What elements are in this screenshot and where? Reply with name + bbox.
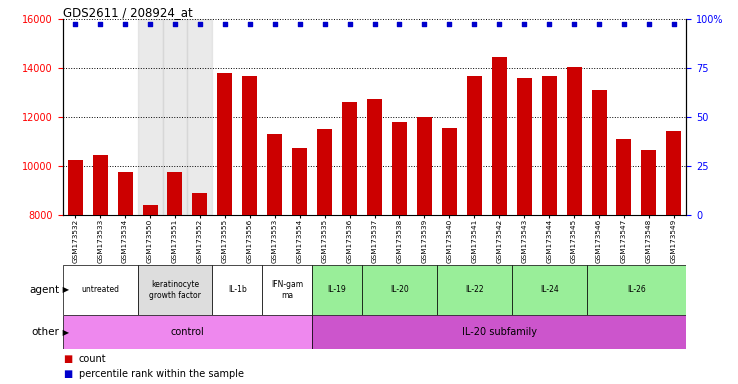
Bar (292, 148, 307, 384)
Point (219, 20, 231, 26)
Point (568, 20, 580, 26)
Bar (137, 19, 162, 215)
Point (294, 20, 306, 26)
Point (244, 20, 255, 26)
Text: agent: agent (29, 285, 59, 295)
Point (393, 20, 405, 26)
Bar (168, 172, 182, 384)
Bar (142, 205, 157, 384)
Bar (193, 193, 207, 384)
Point (194, 20, 206, 26)
Point (69, 20, 81, 26)
Point (593, 20, 605, 26)
Text: untreated: untreated (81, 285, 119, 295)
Text: other: other (31, 327, 59, 337)
Text: keratinocyte
growth factor: keratinocyte growth factor (149, 280, 201, 300)
Point (269, 20, 280, 26)
Bar (342, 103, 357, 384)
Bar (666, 131, 681, 384)
Bar (567, 67, 582, 384)
Text: control: control (170, 327, 204, 337)
Text: ▶: ▶ (60, 328, 69, 337)
Point (169, 20, 181, 26)
Bar (117, 172, 133, 384)
Point (469, 20, 480, 26)
Bar (517, 78, 531, 384)
Bar (312, 315, 686, 349)
Point (493, 20, 505, 26)
Point (643, 20, 655, 26)
Bar (312, 265, 362, 315)
Point (444, 20, 455, 26)
Point (543, 20, 555, 26)
Bar (437, 265, 511, 315)
Bar (262, 265, 312, 315)
Point (418, 20, 430, 26)
Bar (63, 265, 137, 315)
Bar (641, 150, 656, 384)
Point (144, 20, 156, 26)
Text: IL-1b: IL-1b (228, 285, 246, 295)
Bar (317, 129, 332, 384)
Bar (362, 265, 437, 315)
Point (518, 20, 530, 26)
Point (319, 20, 331, 26)
Bar (467, 76, 482, 384)
Text: GDS2611 / 208924_at: GDS2611 / 208924_at (63, 6, 193, 19)
Text: IL-20 subfamily: IL-20 subfamily (462, 327, 537, 337)
Bar (442, 128, 457, 384)
Bar (93, 155, 108, 384)
Point (368, 20, 381, 26)
Bar (592, 90, 607, 384)
Text: percentile rank within the sample: percentile rank within the sample (79, 369, 244, 379)
Text: IFN-gam
ma: IFN-gam ma (271, 280, 303, 300)
Bar (417, 117, 432, 384)
Bar (616, 139, 632, 384)
Text: ▶: ▶ (60, 285, 69, 295)
Point (668, 20, 680, 26)
Text: IL-26: IL-26 (627, 285, 646, 295)
Bar (218, 73, 232, 384)
Bar (63, 315, 312, 349)
Bar (137, 265, 213, 315)
Bar (587, 265, 686, 315)
Bar (367, 99, 382, 384)
Text: ■: ■ (63, 354, 72, 364)
Bar (392, 122, 407, 384)
Bar (68, 160, 83, 384)
Point (94, 20, 106, 26)
Bar (492, 57, 507, 384)
Bar (187, 19, 213, 215)
Bar (267, 134, 282, 384)
Text: IL-24: IL-24 (539, 285, 559, 295)
Text: ■: ■ (63, 369, 72, 379)
Point (120, 20, 131, 26)
Bar (242, 76, 258, 384)
Text: IL-20: IL-20 (390, 285, 409, 295)
Point (618, 20, 630, 26)
Bar (511, 265, 587, 315)
Bar (162, 19, 187, 215)
Bar (213, 265, 262, 315)
Point (344, 20, 356, 26)
Text: IL-19: IL-19 (328, 285, 347, 295)
Text: IL-22: IL-22 (465, 285, 483, 295)
Bar (542, 76, 556, 384)
Text: count: count (79, 354, 106, 364)
